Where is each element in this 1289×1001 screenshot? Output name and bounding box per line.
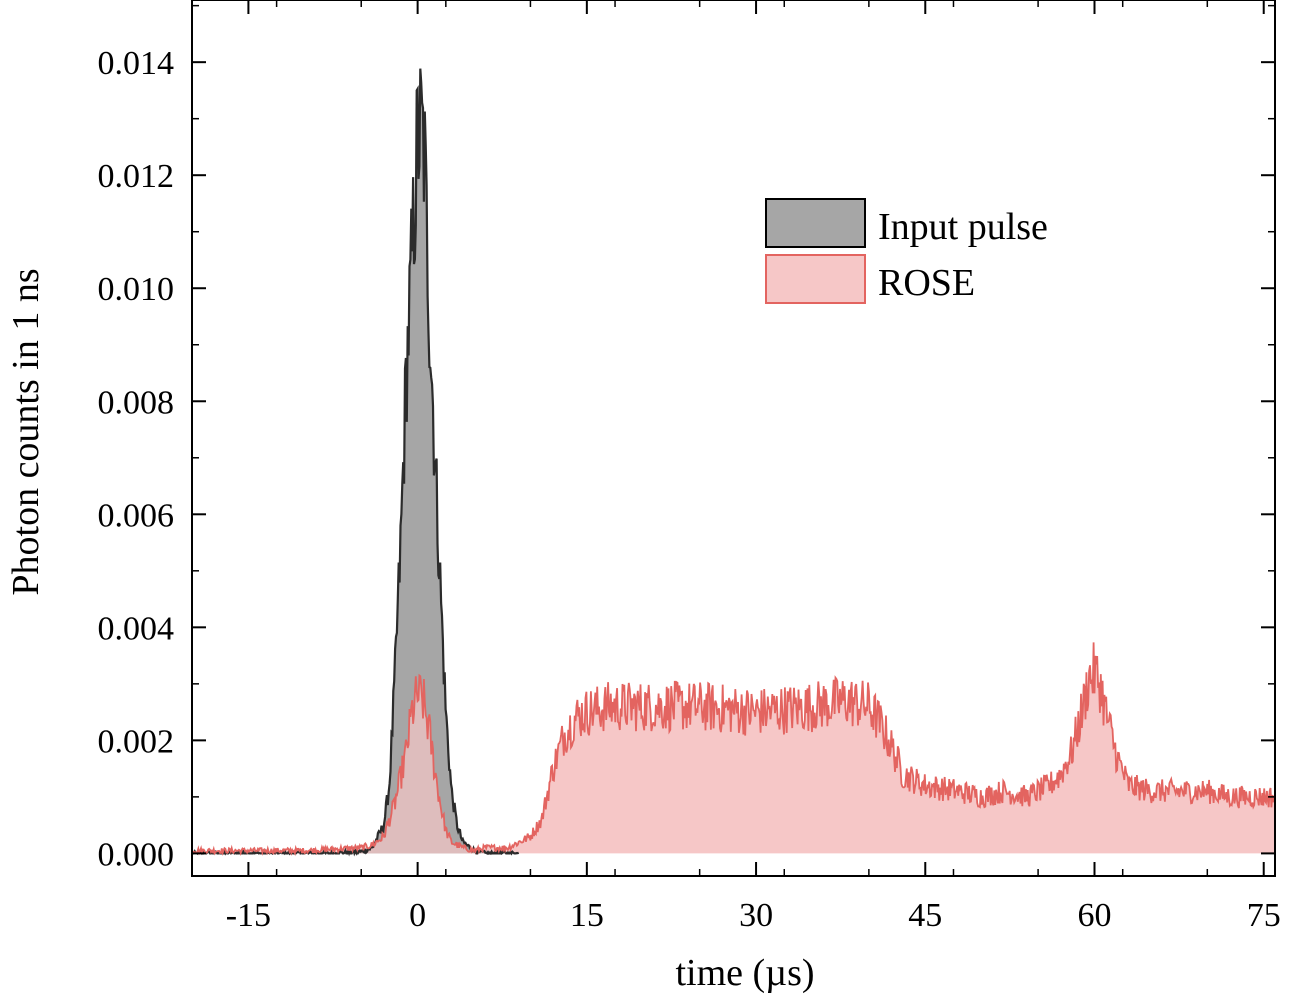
y-axis-title: Photon counts in 1 ns <box>5 268 47 595</box>
plot-frame <box>191 0 1276 877</box>
y-tick-label: 0.008 <box>98 384 175 421</box>
series-area-input-pulse <box>192 68 519 854</box>
ticks-layer: -15 0 15 30 45 60 75 0.000 0.002 0.004 0.006 0.008 0… <box>98 0 1281 934</box>
x-tick-label: 15 <box>570 897 604 934</box>
x-tick-label: 0 <box>409 897 426 934</box>
series-line-input-pulse <box>191 68 520 857</box>
y-tick-label: 0.010 <box>98 271 175 308</box>
x-tick-label: 75 <box>1247 897 1281 934</box>
y-tick-label: 0.002 <box>98 723 175 760</box>
x-tick-label: 30 <box>739 897 773 934</box>
series-line-rose <box>191 642 1276 857</box>
series-area-rose-overlap <box>192 675 486 854</box>
x-tick-label: 45 <box>908 897 942 934</box>
y-tick-label: 0.006 <box>98 497 175 534</box>
y-tick-label: 0.004 <box>98 610 175 647</box>
legend-swatch-input-pulse <box>765 198 866 248</box>
series-area-rose <box>192 642 1275 854</box>
series-layer <box>191 68 1276 857</box>
x-tick-label: 60 <box>1078 897 1112 934</box>
legend-label-rose: ROSE <box>878 262 975 304</box>
legend-label-input-pulse: Input pulse <box>878 206 1048 248</box>
y-tick-label: 0.014 <box>98 45 175 82</box>
legend-swatch-rose <box>765 254 866 304</box>
legend: Input pulse ROSE <box>765 198 1048 304</box>
x-tick-label: -15 <box>226 897 271 934</box>
y-tick-label: 0.000 <box>98 836 175 873</box>
x-axis-title: time (µs) <box>675 952 814 994</box>
y-tick-label: 0.012 <box>98 158 175 195</box>
